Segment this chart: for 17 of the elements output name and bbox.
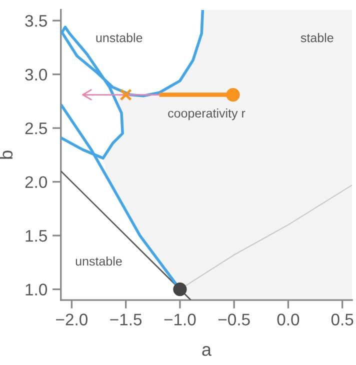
y-tick-label: 2.5: [25, 122, 47, 134]
x-axis-title: a: [202, 346, 212, 356]
annotation: unstable: [76, 256, 122, 266]
y-tick-label: 1.5: [26, 230, 47, 242]
x-tick-label: −2.0: [56, 314, 88, 326]
x-tick-label: 0.0: [277, 314, 300, 326]
y-tick-label: 2.0: [25, 176, 48, 188]
x-tick-label: −1.0: [164, 314, 196, 326]
annotation: stable: [300, 33, 334, 42]
y-tick-label: 3.5: [25, 15, 47, 27]
y-tick-label: 3.0: [25, 68, 48, 81]
y-tick-label: 1.0: [26, 284, 48, 296]
annotation: cooperativity r: [168, 108, 246, 120]
annotation: unstable: [96, 33, 142, 42]
x-tick-label: 0.5: [331, 314, 354, 326]
x-tick-label: −1.5: [110, 314, 142, 326]
x-tick-label: −0.5: [218, 314, 250, 326]
